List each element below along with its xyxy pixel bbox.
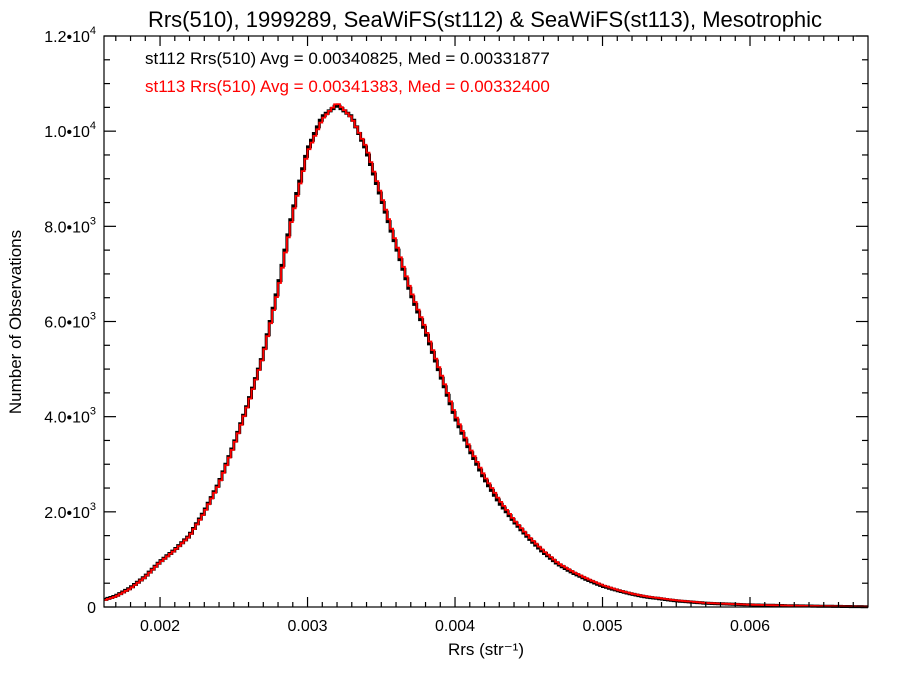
x-axis-label: Rrs (str⁻¹) [448, 640, 524, 659]
ticks-layer: 0.002 0.003 0.004 0.005 0.006 0 2.0•103 4.0•103… [44, 25, 868, 635]
y-axis-label: Number of Observations [6, 230, 25, 414]
y-tick-label: 6.0•103 [44, 311, 96, 332]
series-layer [104, 103, 868, 609]
y-tick-label: 8.0•103 [44, 215, 96, 236]
annotation-st112: st112 Rrs(510) Avg = 0.00340825, Med = 0… [145, 49, 550, 68]
chart-title: Rrs(510), 1999289, SeaWiFS(st112) & SeaW… [148, 7, 822, 32]
y-tick-label: 1.2•104 [44, 25, 96, 46]
x-tick-label: 0.002 [140, 618, 180, 635]
x-tick-label: 0.004 [435, 618, 475, 635]
series-line-0 [104, 104, 868, 609]
series-line-1 [104, 103, 868, 608]
y-tick-label: 0 [87, 600, 96, 617]
y-tick-label: 4.0•103 [44, 406, 96, 427]
y-tick-label: 2.0•103 [44, 501, 96, 522]
x-tick-label: 0.003 [288, 618, 328, 635]
x-tick-label: 0.006 [730, 618, 770, 635]
x-tick-label: 0.005 [582, 618, 622, 635]
annotation-st113: st113 Rrs(510) Avg = 0.00341383, Med = 0… [145, 77, 550, 96]
y-tick-label: 1.0•104 [44, 120, 96, 141]
plot-frame [103, 35, 869, 608]
